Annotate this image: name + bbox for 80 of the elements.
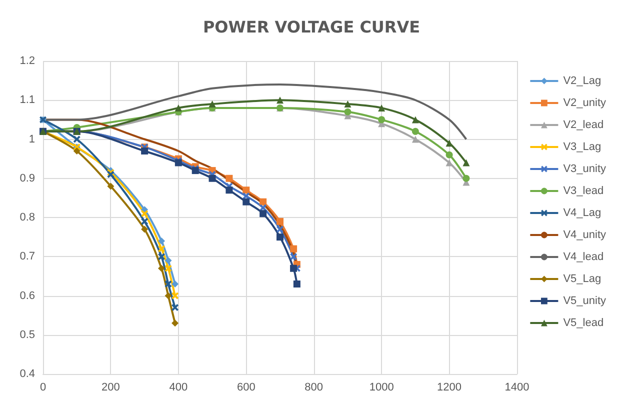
legend-label: V5_lead <box>563 317 604 329</box>
x-tick-label: 1200 <box>437 382 462 394</box>
chart-title: POWER VOLTAGE CURVE <box>202 18 420 36</box>
point <box>276 218 284 225</box>
point <box>412 128 419 135</box>
legend-label: V4_lead <box>563 251 604 263</box>
point <box>378 116 386 124</box>
point <box>73 147 80 154</box>
point <box>412 116 419 124</box>
point <box>164 280 172 288</box>
legend-label: V5_Lag <box>563 273 602 285</box>
legend-label: V3_unity <box>563 163 606 175</box>
y-tick-label: 1.2 <box>20 55 35 67</box>
point <box>141 218 148 225</box>
legend-label: V2_Lag <box>563 75 602 87</box>
point <box>226 186 233 194</box>
point <box>344 100 352 108</box>
point <box>412 136 419 143</box>
point <box>276 226 284 233</box>
point <box>290 245 298 252</box>
y-tick-label: 0.5 <box>20 328 35 341</box>
y-tick-label: 0.8 <box>20 212 35 224</box>
x-tick-label: 0 <box>40 382 46 394</box>
x-tick-label: 1400 <box>504 382 530 394</box>
point <box>344 108 352 116</box>
point <box>158 245 165 252</box>
point <box>462 174 470 182</box>
point <box>158 237 165 244</box>
point <box>172 304 179 311</box>
legend-label: V2_lead <box>563 119 604 131</box>
point <box>378 104 386 112</box>
point <box>462 159 470 166</box>
point <box>260 198 267 206</box>
point <box>446 140 453 147</box>
point <box>172 280 179 288</box>
y-tick-label: 0.6 <box>20 290 35 302</box>
point <box>242 192 250 200</box>
legend-label: V5_unity <box>563 295 606 307</box>
point <box>164 264 172 272</box>
y-tick-label: 0.9 <box>20 172 35 184</box>
point <box>141 226 148 233</box>
point <box>260 210 267 218</box>
x-tick-label: 600 <box>236 382 256 394</box>
point <box>208 174 216 182</box>
point <box>73 136 80 143</box>
point <box>293 280 300 288</box>
point <box>164 292 172 300</box>
point <box>164 257 172 264</box>
y-tick-label: 0.7 <box>20 250 35 263</box>
point <box>226 174 233 182</box>
point <box>276 96 284 104</box>
y-tick-label: 1.1 <box>20 94 35 106</box>
point <box>141 210 148 218</box>
point <box>446 151 453 158</box>
legend-label: V3_lead <box>563 185 604 197</box>
legend-label: V2_unity <box>563 97 606 109</box>
legend-label: V3_Lag <box>563 141 602 153</box>
point <box>174 104 182 112</box>
point <box>446 159 453 166</box>
x-tick-label: 800 <box>304 382 324 394</box>
point <box>242 186 250 194</box>
legend-label: V4_unity <box>563 229 606 241</box>
y-tick-label: 0.4 <box>20 368 35 380</box>
point <box>107 182 114 190</box>
legend-label: V4_Lag <box>563 207 602 219</box>
x-tick-label: 400 <box>169 382 188 394</box>
point <box>260 204 267 212</box>
x-tick-label: 200 <box>102 382 120 394</box>
point <box>141 147 148 154</box>
point <box>158 264 165 272</box>
point <box>208 100 216 108</box>
point <box>242 198 250 206</box>
point <box>276 234 284 241</box>
point <box>172 320 179 327</box>
point <box>290 264 298 272</box>
y-tick-label: 1 <box>28 133 35 146</box>
point <box>290 253 298 260</box>
point <box>172 292 179 300</box>
point <box>158 253 165 260</box>
x-tick-label: 1000 <box>369 382 394 394</box>
